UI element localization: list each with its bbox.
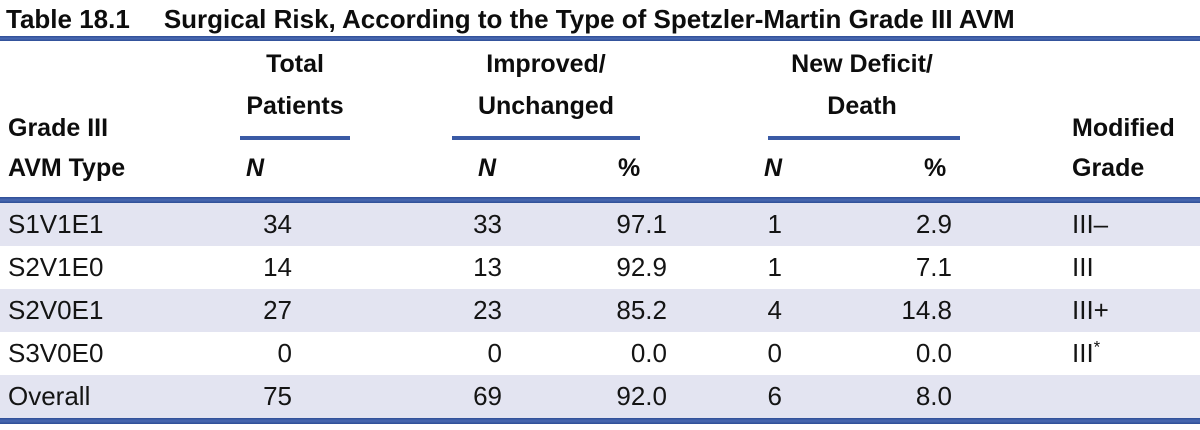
- avm-type-cell: S1V1E1: [8, 209, 104, 239]
- header-sub-n-total: N: [246, 154, 265, 182]
- header-group-deficit-line1: New Deficit/: [791, 50, 933, 78]
- modified-grade-cell: III+: [960, 289, 1200, 332]
- header-group-total-underline: [240, 136, 350, 140]
- modified-grade-cell: III*: [960, 332, 1200, 375]
- bottom-rule: [0, 418, 1200, 424]
- header-modified-line1: Modified: [1072, 114, 1175, 142]
- header-sub-pct-deficit: %: [924, 154, 947, 182]
- deficit-pct-cell: 2.9: [915, 209, 952, 239]
- total-n-cell: 14: [263, 252, 292, 282]
- avm-type-cell: S2V1E0: [8, 252, 104, 282]
- header-group-total-line1: Total: [266, 50, 324, 78]
- total-n-cell: 0: [277, 338, 292, 368]
- improved-pct-cell: 85.2: [616, 295, 667, 325]
- table-row: S3V0E0 0 0 0.0 0 0.0 III*: [0, 332, 1200, 375]
- header-group-deficit-underline: [768, 136, 960, 140]
- total-n-cell: 34: [263, 209, 292, 239]
- header-group-improved-underline: [452, 136, 640, 140]
- modified-grade-value: III: [1072, 252, 1094, 282]
- improved-n-cell: 69: [473, 381, 502, 411]
- improved-n-cell: 0: [487, 338, 502, 368]
- header-group-improved-line2: Unchanged: [477, 92, 615, 120]
- modified-grade-value: III–: [1072, 209, 1109, 239]
- header-group-deficit-line2: Death: [827, 92, 897, 120]
- deficit-n-cell: 1: [767, 209, 782, 239]
- deficit-pct-cell: 7.1: [915, 252, 952, 282]
- header-group-improved-line1: Improved/: [486, 50, 606, 78]
- table-number: Table 18.1: [6, 4, 130, 34]
- deficit-pct-cell: 0.0: [915, 338, 952, 368]
- header-rule: [0, 197, 1200, 203]
- title-rule: [0, 36, 1200, 41]
- header-modified-line2: Grade: [1072, 154, 1145, 182]
- table-row: S2V1E0 14 13 92.9 1 7.1 III: [0, 246, 1200, 289]
- avm-type-cell: S3V0E0: [8, 338, 104, 368]
- deficit-pct-cell: 8.0: [915, 381, 952, 411]
- header-sub-pct-improved: %: [618, 154, 641, 182]
- improved-n-cell: 13: [473, 252, 502, 282]
- improved-pct-cell: 97.1: [616, 209, 667, 239]
- modified-grade-cell: III: [960, 246, 1200, 289]
- improved-n-cell: 23: [473, 295, 502, 325]
- deficit-n-cell: 1: [767, 252, 782, 282]
- table-body: S1V1E1 34 33 97.1 1 2.9 III– S2V1E0 14 1…: [0, 203, 1200, 418]
- total-n-cell: 27: [263, 295, 292, 325]
- avm-type-cell: S2V0E1: [8, 295, 104, 325]
- improved-pct-cell: 92.0: [616, 381, 667, 411]
- deficit-pct-cell: 14.8: [901, 295, 952, 325]
- deficit-n-cell: 4: [767, 295, 782, 325]
- header-avm-type-line1: Grade III: [8, 114, 109, 142]
- header-avm-type-line2: AVM Type: [8, 154, 126, 182]
- table-row: Overall 75 69 92.0 6 8.0: [0, 375, 1200, 418]
- header-sub-n-improved: N: [478, 154, 497, 182]
- deficit-n-cell: 0: [767, 338, 782, 368]
- table-header: Grade III AVM Type Total Patients Improv…: [0, 0, 1200, 197]
- improved-pct-cell: 0.0: [630, 338, 667, 368]
- table-row: S2V0E1 27 23 85.2 4 14.8 III+: [0, 289, 1200, 332]
- avm-type-cell: Overall: [8, 381, 91, 411]
- modified-grade-value: III: [1072, 338, 1094, 368]
- header-group-total-line2: Patients: [246, 92, 344, 120]
- deficit-n-cell: 6: [767, 381, 782, 411]
- modified-grade-cell: III–: [960, 203, 1200, 246]
- improved-n-cell: 33: [473, 209, 502, 239]
- header-sub-n-deficit: N: [764, 154, 783, 182]
- table-title-text: Surgical Risk, According to the Type of …: [163, 4, 1015, 34]
- improved-pct-cell: 92.9: [616, 252, 667, 282]
- modified-grade-footnote: *: [1093, 337, 1101, 357]
- table-row: S1V1E1 34 33 97.1 1 2.9 III–: [0, 203, 1200, 246]
- modified-grade-value: III+: [1072, 295, 1109, 325]
- modified-grade-cell: [960, 375, 1200, 418]
- table-title: Table 18.1 Surgical Risk, According to th…: [6, 2, 1200, 36]
- total-n-cell: 75: [263, 381, 292, 411]
